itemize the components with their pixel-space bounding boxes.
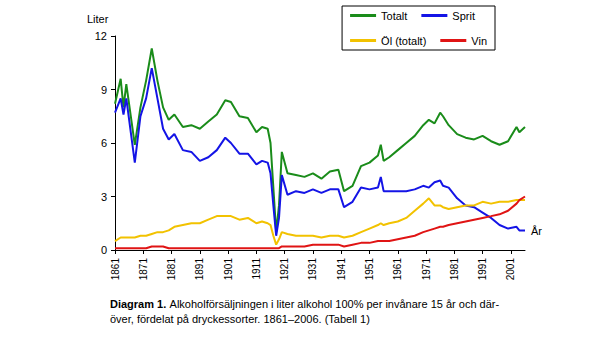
svg-text:Öl (totalt): Öl (totalt) bbox=[381, 35, 426, 47]
svg-text:1991: 1991 bbox=[477, 258, 488, 281]
svg-text:1861: 1861 bbox=[110, 258, 121, 281]
svg-text:1911: 1911 bbox=[251, 258, 262, 280]
svg-text:1971: 1971 bbox=[421, 258, 432, 281]
svg-text:1901: 1901 bbox=[223, 258, 234, 281]
svg-text:6: 6 bbox=[101, 137, 107, 149]
svg-text:12: 12 bbox=[95, 30, 107, 42]
svg-text:0: 0 bbox=[101, 244, 107, 256]
svg-text:1921: 1921 bbox=[279, 258, 290, 281]
svg-text:År: År bbox=[531, 225, 542, 237]
svg-text:2001: 2001 bbox=[505, 258, 516, 281]
svg-text:1961: 1961 bbox=[392, 258, 403, 281]
svg-text:1871: 1871 bbox=[138, 258, 149, 281]
svg-text:1941: 1941 bbox=[336, 258, 347, 281]
svg-text:Liter: Liter bbox=[87, 13, 109, 25]
svg-text:Alkoholförsäljningen i liter a: Alkoholförsäljningen i liter alkohol 100… bbox=[170, 298, 500, 310]
svg-text:1981: 1981 bbox=[449, 258, 460, 281]
svg-text:9: 9 bbox=[101, 84, 107, 96]
svg-text:Sprit: Sprit bbox=[452, 10, 475, 22]
svg-text:3: 3 bbox=[101, 191, 107, 203]
svg-text:1931: 1931 bbox=[307, 258, 318, 281]
svg-text:Vin: Vin bbox=[471, 35, 487, 47]
svg-text:1951: 1951 bbox=[364, 258, 375, 281]
svg-text:över, fördelat på dryckessorte: över, fördelat på dryckessorter. 1861–20… bbox=[110, 313, 370, 325]
svg-text:Totalt: Totalt bbox=[381, 10, 407, 22]
svg-text:1891: 1891 bbox=[194, 258, 205, 281]
svg-text:1881: 1881 bbox=[166, 258, 177, 281]
svg-text:Diagram 1.: Diagram 1. bbox=[110, 298, 166, 310]
